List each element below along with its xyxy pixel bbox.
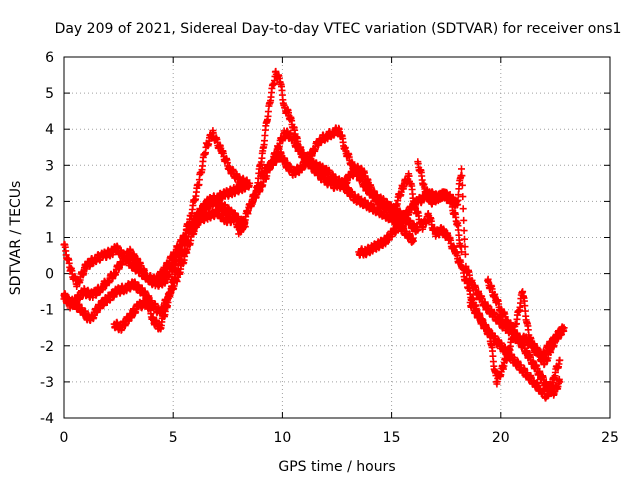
- series-arc-4: [110, 205, 245, 334]
- y-tick-label: 5: [45, 86, 54, 102]
- y-tick-label: -1: [40, 303, 54, 319]
- series-arc-3: [60, 195, 249, 324]
- y-tick-label: 6: [45, 50, 54, 66]
- y-tick-label: 1: [45, 231, 54, 247]
- data-trace: [257, 124, 408, 223]
- x-axis-title: GPS time / hours: [278, 459, 395, 475]
- data-point: [458, 165, 465, 173]
- y-axis-title: SDTVAR / TECUs: [8, 181, 24, 296]
- y-tick-label: -4: [40, 411, 54, 427]
- series-arc-11: [466, 288, 566, 388]
- x-tick-label: 20: [492, 430, 510, 446]
- data-trace: [60, 178, 253, 290]
- data-trace: [467, 289, 565, 388]
- x-tick-label: 10: [273, 430, 291, 446]
- x-tick-label: 25: [601, 430, 619, 446]
- data-trace: [235, 68, 417, 246]
- y-tick-label: 2: [45, 194, 54, 210]
- x-tick-label: 15: [383, 430, 401, 446]
- series-arc-12: [484, 275, 564, 399]
- data-markers: [60, 67, 568, 402]
- data-trace: [484, 275, 563, 399]
- series-arc-7: [257, 124, 409, 223]
- y-tick-label: 0: [45, 267, 54, 283]
- x-tick-label: 0: [60, 430, 69, 446]
- y-tick-label: -2: [40, 339, 54, 355]
- grid-lines: [64, 57, 610, 418]
- series-arc-5: [235, 67, 417, 246]
- y-tick-label: -3: [40, 375, 54, 391]
- y-tick-label: 4: [45, 122, 54, 138]
- chart-title: Day 209 of 2021, Sidereal Day-to-day VTE…: [55, 21, 622, 37]
- y-tick-label: 3: [45, 158, 54, 174]
- axis-ticks: 0 5 10 15 20 25 -4 -3 -2 -1 0 1 2 3 4 5 6: [40, 50, 619, 446]
- data-trace: [111, 205, 244, 334]
- x-tick-label: 5: [169, 430, 178, 446]
